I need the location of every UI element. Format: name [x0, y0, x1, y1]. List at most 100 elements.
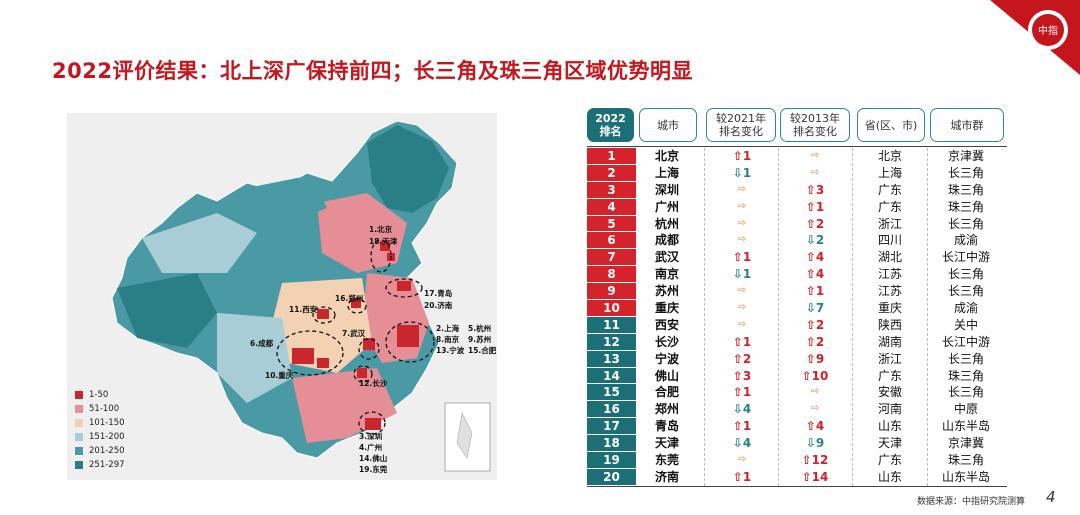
page-number: 4: [1046, 488, 1056, 506]
map-label-qingdao: 17.青岛: [424, 289, 453, 298]
city-group-cell: 长三角: [947, 385, 984, 400]
city-cell: 苏州: [654, 284, 679, 299]
change-2021-cell: ⇧3: [732, 368, 752, 383]
city-group-cell: 山东半岛: [941, 469, 990, 484]
rank-cell: 12: [587, 333, 636, 351]
rank-cell: 11: [587, 316, 636, 334]
rank-cell: 4: [587, 198, 636, 216]
rank-cell: 16: [587, 401, 636, 419]
change-2021-cell: ⇩4: [732, 436, 752, 451]
map-cluster-wuhan: [358, 338, 380, 360]
map-region-inner: [247, 175, 327, 228]
change-2013-cell: ⇧1: [805, 199, 825, 214]
table-top-rule: [587, 146, 1007, 147]
province-cell: 上海: [877, 165, 902, 180]
map-cluster-zhengzhou: [347, 298, 367, 314]
map-label-shanghai: 2.上海: [436, 324, 460, 333]
change-2013-cell: ⇧3: [805, 182, 825, 197]
table-row: 20 济南 ⇧1 ⇧14 山东 山东半岛: [587, 468, 1007, 486]
city-cell: 宁波: [654, 351, 679, 366]
legend-item: 251-297: [75, 458, 125, 472]
city-group-cell: 长三角: [947, 284, 984, 299]
province-cell: 山东: [877, 469, 902, 484]
rank-cell: 6: [587, 232, 636, 250]
province-cell: 天津: [877, 436, 902, 451]
table-row: 7 武汉 ⇧1 ⇧4 湖北 长江中游: [587, 249, 1007, 267]
china-map: [111, 120, 491, 472]
change-2021-cell: ⇧1: [732, 250, 752, 265]
change-2021-cell: ⇩4: [732, 402, 752, 417]
change-2013-cell: ⇧9: [805, 351, 825, 366]
table-row: 14 佛山 ⇧3 ⇧10 广东 珠三角: [587, 367, 1007, 385]
legend-label: 101-150: [89, 418, 125, 428]
rank-cell: 15: [587, 384, 636, 402]
map-label-dongguan: 19.东莞: [359, 465, 388, 474]
table-row: 15 合肥 ⇧1 ⇨ 安徽 长三角: [587, 384, 1007, 402]
legend-swatch: [75, 405, 83, 413]
map-legend: 1-50 51-100 101-150 151-200 201-250 251-297: [75, 388, 125, 472]
province-cell: 重庆: [877, 301, 902, 316]
china-map-panel: 1.北京 18.天津 17.青岛 20.济南 16.郑州 11.西安 2.上海 …: [67, 113, 497, 480]
city-group-cell: 京津冀: [947, 149, 984, 163]
rank-cell: 13: [587, 350, 636, 368]
table-row: 8 南京 ⇩1 ⇧4 江苏 长三角: [587, 266, 1007, 284]
city-cell: 武汉: [654, 250, 679, 265]
map-label-nanjing: 8.南京: [436, 335, 460, 344]
rank-cell: 19: [587, 452, 636, 469]
legend-item: 1-50: [75, 388, 125, 402]
table-divider: [852, 148, 853, 486]
legend-item: 51-100: [75, 402, 125, 416]
table-row: 4 广州 ⇨ ⇧1 广东 珠三角: [587, 198, 1007, 216]
map-cluster-chengyu: [276, 330, 344, 376]
province-cell: 广东: [877, 182, 902, 197]
map-region-northeast: [367, 125, 449, 213]
change-2013-cell: ⇩7: [805, 301, 825, 316]
province-cell: 浙江: [877, 351, 902, 366]
city-cell: 青岛: [654, 419, 679, 434]
legend-label: 51-100: [89, 404, 120, 414]
rank-cell: 7: [587, 249, 636, 267]
table-bottom-rule: [587, 486, 1007, 487]
map-region-northwest: [142, 213, 257, 273]
rank-cell: 14: [587, 367, 636, 385]
corner-logo: 中指: [990, 0, 1080, 75]
map-hotspot-wuhan: [363, 338, 375, 350]
map-region-north: [317, 193, 407, 273]
change-2013-cell: ⇨: [810, 150, 820, 161]
city-cell: 广州: [654, 199, 679, 214]
legend-label: 201-250: [89, 446, 125, 456]
map-cluster-prd: [358, 411, 386, 435]
table-row: 12 长沙 ⇧1 ⇧2 湖南 长江中游: [587, 333, 1007, 351]
map-region-southwest: [217, 313, 292, 403]
change-2013-cell: ⇩9: [805, 436, 825, 451]
map-hotspot-prd: [365, 418, 381, 430]
legend-label: 1-50: [89, 390, 109, 400]
rank-cell: 8: [587, 266, 636, 284]
change-2013-cell: ⇧2: [805, 216, 825, 231]
table-row: 3 深圳 ⇨ ⇧3 广东 珠三角: [587, 181, 1007, 199]
rank-cell: 3: [587, 181, 636, 199]
city-cell: 长沙: [654, 334, 679, 349]
legend-swatch: [75, 433, 83, 441]
change-2021-cell: ⇩1: [732, 165, 752, 180]
legend-item: 151-200: [75, 430, 125, 444]
header-city: 城市: [639, 108, 697, 142]
change-2021-cell: ⇧1: [732, 469, 752, 484]
table-row: 18 天津 ⇩4 ⇩9 天津 京津冀: [587, 435, 1007, 453]
city-group-cell: 珠三角: [947, 199, 984, 214]
table-row: 19 东莞 ⇨ ⇧12 广东 珠三角: [587, 452, 1007, 469]
city-group-cell: 成渝: [953, 233, 978, 248]
map-cluster-yangtze: [385, 321, 435, 363]
legend-swatch: [75, 461, 83, 469]
rank-cell: 18: [587, 435, 636, 453]
change-2021-cell: ⇧1: [732, 419, 752, 434]
map-label-suzhou: 9.苏州: [468, 335, 492, 344]
map-label-chengdu: 6.成都: [250, 339, 274, 348]
map-label-chongqing: 10.重庆: [265, 371, 294, 380]
city-group-cell: 长江中游: [941, 250, 990, 265]
legend-item: 201-250: [75, 444, 125, 458]
change-2013-cell: ⇩2: [805, 233, 825, 248]
province-cell: 江苏: [877, 267, 902, 282]
city-group-cell: 长三角: [947, 216, 984, 231]
rank-cell: 20: [587, 468, 636, 486]
